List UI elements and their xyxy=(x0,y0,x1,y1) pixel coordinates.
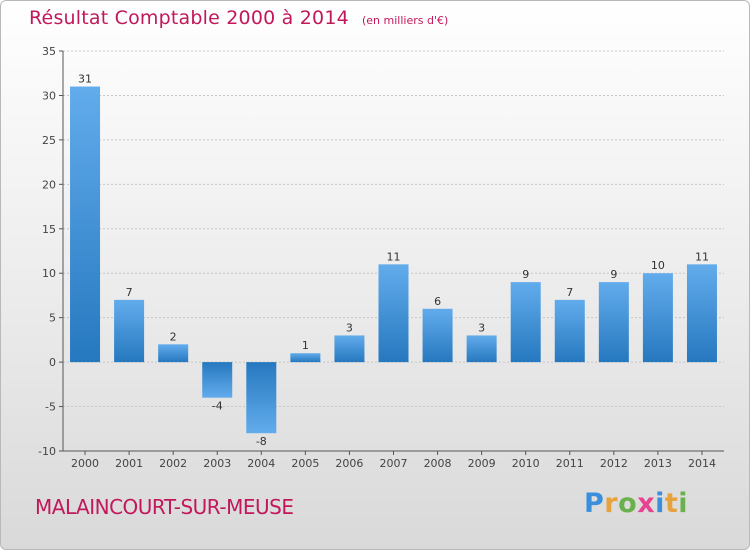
x-tick-label: 2008 xyxy=(424,457,452,470)
bar-2013 xyxy=(642,273,673,363)
data-label: -8 xyxy=(256,435,267,448)
data-label: 3 xyxy=(478,321,485,334)
x-tick-label: 2000 xyxy=(71,457,99,470)
data-labels: 31 7 2 -4 -8 1 3 11 6 3 9 7 9 10 11 xyxy=(78,73,709,449)
x-tick-label: 2005 xyxy=(291,457,319,470)
chart-subtitle: (en milliers d'€) xyxy=(361,14,449,27)
bar-2003 xyxy=(202,362,233,398)
bar-2014 xyxy=(686,264,717,363)
y-tick-label: 5 xyxy=(49,312,56,325)
bars xyxy=(70,86,717,434)
bar-2002 xyxy=(158,344,189,363)
bar-2006 xyxy=(334,335,365,363)
x-tick-label: 2006 xyxy=(335,457,363,470)
x-tick-label: 2001 xyxy=(115,457,143,470)
data-label: 6 xyxy=(434,295,441,308)
logo-letter: i xyxy=(678,488,689,519)
data-label: 3 xyxy=(346,321,353,334)
bar-2007 xyxy=(378,264,409,363)
proxiti-logo[interactable]: Proxiti xyxy=(584,488,688,519)
data-label: 11 xyxy=(387,250,401,263)
x-tick-label: 2011 xyxy=(556,457,584,470)
bar-2009 xyxy=(466,335,497,363)
data-label: 2 xyxy=(170,330,177,343)
bar-2010 xyxy=(510,282,541,363)
bar-2004 xyxy=(246,362,277,434)
y-tick-label: 10 xyxy=(42,267,56,280)
logo-letter: r xyxy=(604,488,619,519)
logo-letter: P xyxy=(584,488,605,519)
y-tick-label: 30 xyxy=(42,89,56,102)
logo-letter: x xyxy=(637,488,656,519)
y-tick-label: 0 xyxy=(49,356,56,369)
x-tick-label: 2003 xyxy=(203,457,231,470)
data-label: 9 xyxy=(522,268,529,281)
data-label: 7 xyxy=(126,286,133,299)
x-tick-label: 2014 xyxy=(688,457,716,470)
data-label: 11 xyxy=(695,250,709,263)
x-tick-label: 2004 xyxy=(247,457,275,470)
data-label: 9 xyxy=(610,268,617,281)
axes: -10 -5 0 5 10 15 20 25 30 35 2000 2001 2002 2003 2004 2… xyxy=(38,45,724,470)
y-tick-label: 35 xyxy=(42,45,56,58)
y-tick-label: -5 xyxy=(45,401,56,414)
bar-2001 xyxy=(114,299,145,363)
y-tick-label: -10 xyxy=(38,445,56,458)
data-label: 10 xyxy=(651,259,665,272)
bar-2011 xyxy=(554,299,585,363)
x-tick-label: 2009 xyxy=(468,457,496,470)
chart-header: Résultat Comptable 2000 à 2014 (en milli… xyxy=(29,7,448,29)
bar-2005 xyxy=(290,353,321,363)
x-tick-label: 2002 xyxy=(159,457,187,470)
place-name: MALAINCOURT-SUR-MEUSE xyxy=(35,495,294,519)
y-tick-label: 25 xyxy=(42,134,56,147)
x-tick-label: 2013 xyxy=(644,457,672,470)
x-tick-label: 2012 xyxy=(600,457,628,470)
x-tick-label: 2010 xyxy=(512,457,540,470)
y-tick-label: 15 xyxy=(42,223,56,236)
logo-letter: t xyxy=(664,488,679,519)
bar-2012 xyxy=(598,282,629,363)
logo-letter: i xyxy=(655,488,665,519)
x-tick-label: 2007 xyxy=(380,457,408,470)
data-label: 31 xyxy=(78,73,92,86)
data-label: -4 xyxy=(212,400,223,413)
bar-2008 xyxy=(422,308,453,363)
bar-2000 xyxy=(70,86,101,363)
chart-title: Résultat Comptable 2000 à 2014 xyxy=(29,7,349,29)
logo-letter: o xyxy=(618,488,638,519)
data-label: 7 xyxy=(566,286,573,299)
data-label: 1 xyxy=(302,339,309,352)
y-tick-label: 20 xyxy=(42,178,56,191)
